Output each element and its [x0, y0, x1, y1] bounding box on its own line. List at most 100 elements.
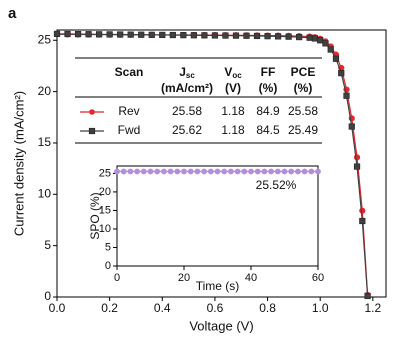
table-unit: (%) [294, 81, 313, 95]
y-tick-label: 15 [99, 204, 111, 216]
data-point [359, 217, 366, 225]
x-tick-label: 0.8 [259, 301, 276, 315]
data-point [348, 123, 355, 130]
data-point [167, 168, 174, 175]
data-point [253, 32, 261, 40]
data-point [306, 34, 313, 41]
data-point [264, 33, 271, 40]
y-tick-label: 25 [99, 167, 111, 179]
table-cell: 1.18 [221, 123, 245, 137]
data-point [190, 32, 197, 39]
data-point [296, 33, 303, 41]
x-tick-label: 0.0 [49, 301, 66, 315]
header-text: V [224, 65, 232, 79]
data-point [332, 55, 340, 62]
y-tick-label: 15 [38, 135, 52, 149]
legend-marker [89, 109, 95, 115]
y-tick-label: 20 [99, 186, 111, 198]
annotation: 25.52% [256, 178, 297, 192]
data-point [174, 168, 181, 175]
data-point [274, 168, 281, 175]
x-tick-label: 1.0 [312, 301, 329, 315]
table-header: PCE [291, 65, 316, 79]
legend-label: Fwd [118, 123, 141, 137]
y-tick-label: 0 [44, 289, 51, 303]
table-header: Scan [115, 65, 144, 79]
y-tick-label: 10 [38, 186, 52, 200]
x-tick-label: 0.6 [207, 301, 224, 315]
data-point [248, 168, 254, 175]
data-point [315, 168, 321, 175]
table-cell: 25.62 [172, 123, 202, 137]
data-point [232, 32, 240, 39]
x-tick-label: 0.4 [154, 301, 171, 315]
data-point [311, 35, 319, 42]
y-axis-label: Current density (mA/cm²) [11, 91, 26, 236]
data-point [127, 31, 134, 38]
data-point [117, 31, 124, 38]
y-tick-label: 0 [105, 260, 111, 272]
data-point [308, 168, 315, 175]
header-subscript: oc [232, 71, 242, 80]
data-point [207, 168, 214, 175]
data-point [234, 168, 241, 175]
data-point [154, 168, 161, 175]
data-point [222, 32, 229, 39]
data-point [85, 31, 92, 38]
x-tick-label: 60 [312, 272, 324, 284]
data-point [327, 46, 334, 53]
table-header: Voc [224, 65, 242, 80]
data-point [281, 168, 288, 175]
data-point [338, 70, 345, 77]
panel-label: a [8, 5, 17, 22]
data-point [53, 30, 61, 38]
legend-marker [88, 127, 96, 135]
data-point [169, 31, 176, 39]
data-point [294, 168, 301, 175]
table-cell: 84.5 [256, 123, 280, 137]
data-point [64, 30, 71, 38]
x-tick-label: 20 [178, 272, 190, 284]
data-point [364, 292, 371, 300]
data-point [96, 31, 103, 38]
data-point [114, 168, 120, 175]
data-point [159, 31, 166, 39]
table-cell: 25.58 [288, 104, 318, 118]
table-bg [74, 57, 324, 144]
x-tick-label: 1.2 [364, 301, 381, 315]
x-tick-label: 0 [114, 272, 120, 284]
header-text: J [179, 65, 186, 79]
y-tick-label: 25 [38, 32, 52, 46]
data-point [343, 92, 350, 99]
data-point [241, 168, 248, 175]
data-point [274, 33, 282, 40]
data-point [288, 168, 295, 175]
table-unit: (mA/cm²) [161, 81, 213, 95]
y-tick-label: 5 [105, 241, 111, 253]
data-point [221, 168, 228, 175]
data-point [148, 31, 155, 38]
table-cell: 84.9 [256, 104, 280, 118]
header-text: Scan [115, 65, 144, 79]
x-axis-label: Time (s) [196, 279, 240, 293]
y-tick-label: 5 [44, 238, 51, 252]
data-point [106, 31, 113, 38]
data-point [322, 40, 329, 47]
data-point [227, 168, 234, 175]
y-axis-label: SPO (%) [88, 192, 102, 239]
data-point [353, 163, 361, 170]
plot-frame [56, 29, 387, 298]
table-cell: 25.58 [172, 104, 202, 118]
data-point [268, 168, 274, 175]
data-point [254, 168, 261, 175]
data-point [194, 168, 201, 175]
data-point [187, 168, 194, 175]
x-axis-label: Voltage (V) [189, 318, 253, 333]
data-point [120, 168, 127, 175]
data-point [180, 32, 187, 39]
data-point [359, 207, 366, 214]
header-text: FF [261, 65, 276, 79]
legend-label: Rev [118, 104, 139, 118]
data-point [181, 168, 187, 175]
header-subscript: sc [186, 71, 195, 80]
